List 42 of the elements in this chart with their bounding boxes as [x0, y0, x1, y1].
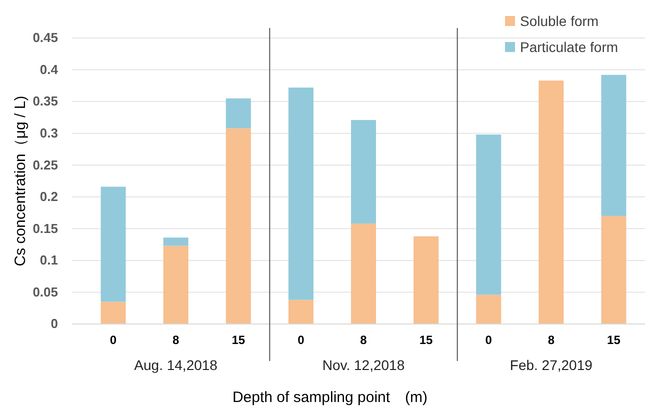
bar — [350, 120, 376, 224]
x-tick-label: 0 — [485, 333, 492, 347]
bar — [414, 236, 439, 324]
y-tick-label: 0.4 — [40, 62, 59, 77]
bar — [163, 238, 188, 246]
x-tick-label: 8 — [360, 333, 368, 347]
legend-label: Soluble form — [520, 13, 599, 29]
bar — [476, 134, 502, 295]
x-tick-label: 15 — [232, 333, 246, 347]
x-tick-label: 8 — [172, 333, 180, 347]
y-tick-label: 0.15 — [32, 220, 58, 236]
bar — [288, 300, 314, 324]
y-tick-label: 0.2 — [40, 189, 58, 204]
bar — [601, 216, 626, 324]
bar — [163, 246, 188, 324]
text: Feb. 27,2019 — [510, 357, 593, 373]
x-tick-label: 15 — [607, 333, 621, 347]
bar — [350, 224, 376, 324]
bar — [100, 186, 126, 302]
bar — [538, 80, 564, 324]
y-tick-label: 0 — [50, 316, 58, 332]
y-tick-label: 0.3 — [40, 125, 58, 140]
x-tick-label: 8 — [548, 333, 555, 347]
x-tick-label: 15 — [419, 333, 434, 347]
y-tick-label: 0.1 — [40, 252, 58, 268]
text: Aug. 14,2018 — [134, 357, 218, 373]
legend-label: Particulate form — [520, 39, 618, 55]
bar — [226, 128, 251, 324]
x-axis-title: Depth of sampling point (m) — [232, 389, 428, 406]
y-tick-label: 0.35 — [32, 94, 58, 109]
y-axis-title: Cs concentration（μg / L) — [12, 96, 29, 266]
bar — [226, 98, 251, 128]
y-tick-label: 0.05 — [32, 284, 58, 300]
bar — [100, 302, 126, 324]
x-tick-label: 0 — [298, 333, 305, 347]
y-tick-label: 0.45 — [32, 30, 58, 46]
bar — [601, 74, 626, 216]
text: Nov. 12,2018 — [322, 357, 405, 373]
y-tick-label: 0.25 — [32, 157, 58, 172]
bar — [288, 88, 314, 300]
bar — [476, 294, 502, 324]
x-tick-label: 0 — [110, 333, 117, 347]
